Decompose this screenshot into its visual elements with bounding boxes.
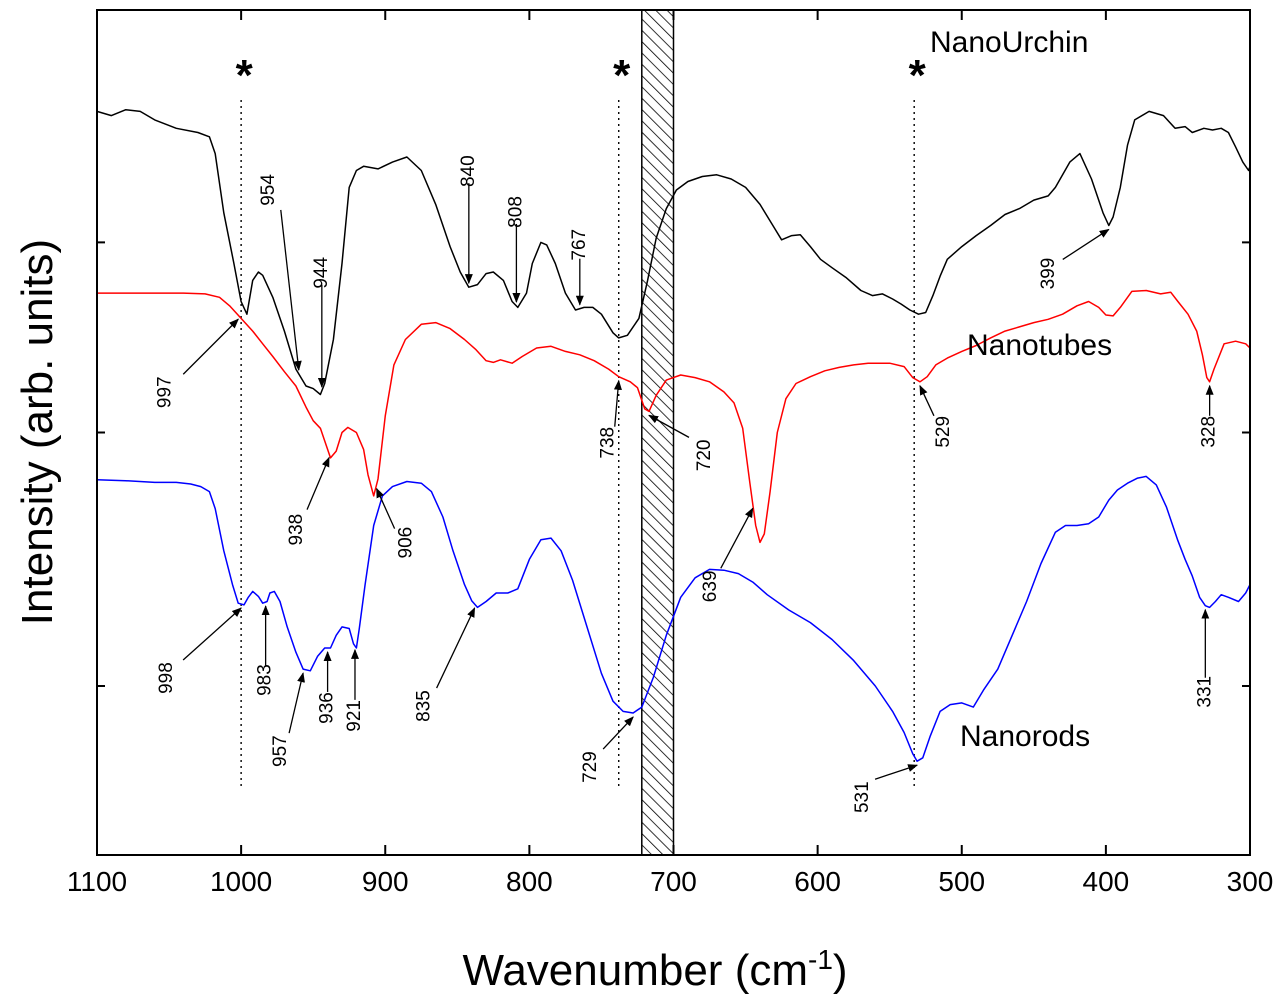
peak-annotation-936: 936 (317, 650, 338, 724)
x-tick-label: 800 (506, 866, 553, 897)
peak-annotation-729: 729 (580, 716, 634, 783)
peak-annotation-531: 531 (852, 764, 919, 813)
x-tick-label: 1100 (67, 866, 127, 897)
peak-annotation-835: 835 (414, 607, 476, 722)
peak-annotation-529: 529 (919, 384, 954, 448)
peak-label: 835 (414, 690, 435, 722)
peak-annotation-997: 997 (154, 318, 239, 408)
peak-label: 639 (700, 570, 721, 602)
peak-label: 328 (1199, 416, 1220, 448)
peak-annotation-998: 998 (156, 607, 242, 694)
x-axis-title: Wavenumber (cm-1) (462, 944, 847, 995)
peak-annotation-767: 767 (569, 229, 590, 306)
x-tick-label: 600 (794, 866, 841, 897)
peak-label: 997 (154, 376, 175, 408)
peak-annotation-328: 328 (1199, 384, 1220, 448)
peak-label: 729 (580, 751, 601, 783)
series-line-nanorods (96, 475, 1251, 762)
peak-annotation-983: 983 (255, 605, 276, 696)
asterisk-marker: * (909, 51, 927, 100)
marker-guide-lines (240, 100, 915, 787)
peak-annotation-808: 808 (505, 196, 526, 303)
peak-annotation-738: 738 (598, 379, 622, 459)
peak-annotation-938: 938 (286, 456, 330, 546)
peak-arrow (306, 456, 330, 510)
peak-label: 954 (258, 174, 279, 206)
peak-arrow (874, 764, 919, 780)
series-label-nanourchin: NanoUrchin (930, 26, 1088, 59)
peak-arrow (182, 607, 242, 661)
peak-label: 921 (344, 700, 365, 732)
peak-arrow (288, 672, 305, 734)
peak-label: 331 (1194, 676, 1215, 708)
peak-label: 399 (1038, 258, 1059, 290)
series-line-nanotubes (97, 289, 1251, 544)
x-axis-title-text: Wavenumber (cm (462, 946, 808, 995)
series-label-nanotubes: Nanotubes (967, 329, 1112, 362)
peak-label: 808 (505, 196, 526, 228)
peak-label: 720 (694, 440, 715, 472)
peak-label: 738 (598, 427, 619, 459)
peak-annotation-720: 720 (648, 414, 715, 472)
y-axis-title: Intensity (arb. units) (13, 239, 62, 625)
peak-arrow (436, 607, 476, 689)
y-axis-ticks (97, 241, 1250, 687)
peak-label: 767 (569, 229, 590, 261)
peak-arrow (602, 716, 634, 750)
x-axis-ticks: 1100 1000 900 800 700 600 500 400 300 (67, 10, 1273, 897)
peak-annotation-957: 957 (270, 672, 305, 767)
peak-label: 998 (156, 662, 177, 694)
spectra-lines (96, 108, 1251, 762)
peak-annotation-399: 399 (1038, 228, 1110, 290)
x-axis-title-superscript: -1 (808, 944, 833, 975)
asterisk-marker: * (236, 51, 254, 100)
peak-annotation-906: 906 (376, 487, 417, 559)
peak-label: 531 (852, 781, 873, 813)
peak-label: 936 (317, 692, 338, 724)
hatched-band (641, 9, 675, 856)
peak-arrow (182, 318, 239, 375)
peak-label: 906 (396, 527, 417, 559)
peak-arrow (720, 507, 754, 569)
peak-arrow (1062, 228, 1110, 261)
peak-annotation-639: 639 (700, 507, 754, 602)
x-tick-label: 400 (1083, 866, 1130, 897)
peak-label: 944 (311, 257, 332, 289)
peak-label: 840 (458, 155, 479, 187)
x-tick-label: 900 (362, 866, 409, 897)
peak-label: 957 (270, 735, 291, 767)
x-tick-label: 700 (650, 866, 697, 897)
peak-arrow (648, 414, 690, 438)
peak-annotation-840: 840 (458, 155, 479, 285)
peak-label: 938 (286, 514, 307, 546)
series-label-nanorods: Nanorods (960, 720, 1090, 753)
peak-annotation-331: 331 (1194, 608, 1215, 708)
peak-annotations: 954 944 840 808 767 399 997 938 906 738 720 639 529 3… (154, 155, 1219, 813)
x-axis-title-close: ) (833, 946, 848, 995)
shaded-band (641, 9, 675, 856)
peak-annotation-954: 954 (258, 174, 302, 371)
peak-arrow (280, 209, 302, 371)
asterisk-marker: * (613, 51, 631, 100)
peak-annotation-921: 921 (344, 648, 365, 732)
asterisk-markers: * * * (236, 51, 927, 100)
series-line-nanourchin (96, 108, 1251, 396)
series-labels: NanoUrchin Nanotubes Nanorods (930, 26, 1112, 753)
peak-label: 529 (933, 416, 954, 448)
peak-arrow (613, 379, 622, 427)
peak-annotation-944: 944 (311, 257, 332, 388)
peak-label: 983 (255, 664, 276, 696)
x-tick-label: 500 (938, 866, 985, 897)
peak-arrow (919, 384, 935, 417)
peak-arrow (376, 487, 396, 529)
x-tick-label: 300 (1227, 866, 1274, 897)
x-tick-label: 1000 (210, 866, 272, 897)
